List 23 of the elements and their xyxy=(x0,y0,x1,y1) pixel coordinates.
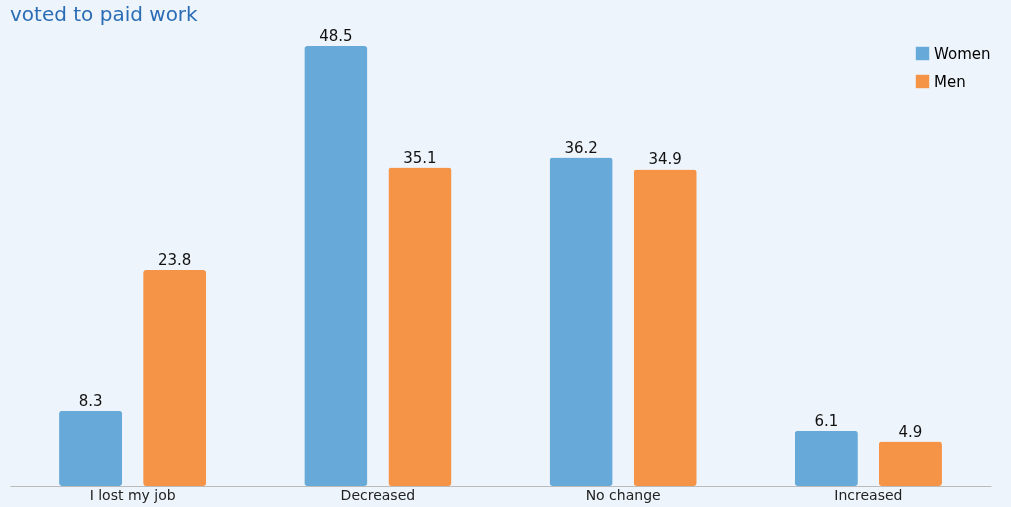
bar xyxy=(549,157,613,486)
data-label: 6.1 xyxy=(814,411,839,430)
x-tick-label: Decreased xyxy=(340,486,416,503)
bar xyxy=(878,441,942,486)
legend-label: Men xyxy=(934,72,966,91)
bar xyxy=(794,430,858,486)
data-label: 36.2 xyxy=(564,138,598,157)
data-label: 48.5 xyxy=(319,27,353,45)
bar xyxy=(59,410,123,486)
data-label: 34.9 xyxy=(648,150,682,169)
x-tick-label: Increased xyxy=(834,486,903,503)
data-label: 35.1 xyxy=(403,148,437,167)
chart-title: voted to paid work xyxy=(10,2,199,26)
data-label: 4.9 xyxy=(898,422,923,441)
bar xyxy=(143,270,207,486)
data-label: 8.3 xyxy=(78,391,103,410)
bar xyxy=(388,167,452,486)
x-tick-label: I lost my job xyxy=(89,486,176,503)
bar xyxy=(304,46,368,486)
bar xyxy=(633,169,697,486)
legend-label: Women xyxy=(934,44,991,63)
data-label: 23.8 xyxy=(157,251,192,270)
x-tick-label: No change xyxy=(585,486,661,503)
